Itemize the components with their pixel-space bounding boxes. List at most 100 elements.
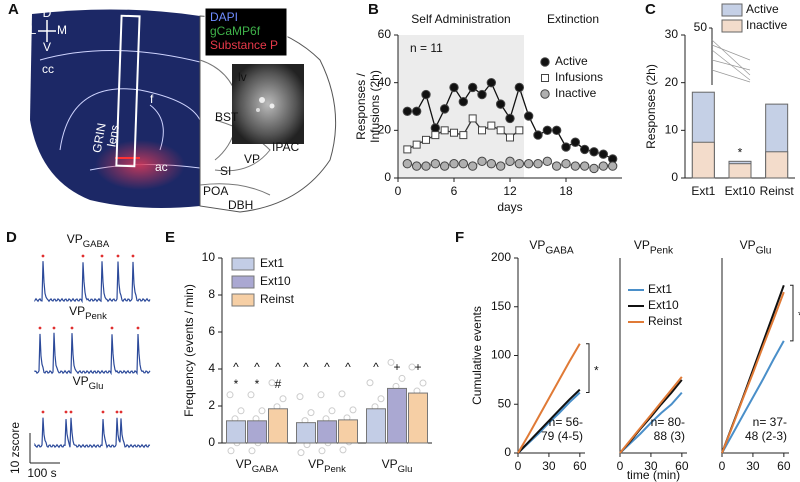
- marker: [467, 82, 478, 93]
- marker: [570, 161, 581, 171]
- significance: ^: [275, 360, 281, 374]
- bar: [765, 151, 789, 179]
- inset-line: [711, 69, 751, 83]
- marker: [487, 121, 496, 130]
- marker: [478, 126, 486, 135]
- y-tick-label: 4: [208, 361, 215, 375]
- stain-label: DAPI: [210, 10, 238, 24]
- x-tick-label: 18: [559, 184, 573, 198]
- scatter-dot: [247, 391, 255, 399]
- legend-swatch: [231, 257, 255, 271]
- legend-label: Infusions: [555, 70, 603, 84]
- event-dot: [119, 410, 123, 414]
- y-tick-label: 6: [208, 324, 215, 338]
- bar: [247, 420, 267, 444]
- legend-label: Ext1: [260, 256, 284, 270]
- y-tick-label: 0: [504, 445, 511, 459]
- bar: [226, 420, 246, 444]
- bar: [728, 163, 752, 179]
- scatter-dot: [318, 447, 326, 455]
- sig-bracket: [790, 284, 794, 342]
- marker: [459, 131, 468, 140]
- panel-label: B: [368, 1, 379, 18]
- bar: [268, 408, 288, 444]
- scatter-dot: [328, 407, 336, 415]
- x-tick-label: Ext10: [725, 184, 756, 198]
- significance: #: [275, 377, 282, 391]
- bar: [387, 387, 407, 444]
- marker: [486, 77, 497, 88]
- marker: [411, 106, 422, 116]
- y-tick-label: 150: [491, 299, 511, 313]
- scatter-dot: [226, 391, 234, 399]
- marker: [495, 161, 506, 171]
- marker: [449, 82, 459, 93]
- y-tick-label: 10: [665, 123, 679, 137]
- marker: [402, 106, 413, 116]
- legend-swatch: [231, 293, 255, 307]
- marker: [449, 159, 459, 169]
- marker: [579, 144, 590, 155]
- annotation: 48 (2-3): [745, 429, 787, 443]
- y-axis-label: Responses (2h): [644, 64, 658, 149]
- legend-label: Ext1: [648, 282, 672, 296]
- legend-label: Active: [555, 54, 588, 68]
- marker: [541, 74, 549, 82]
- significance: *: [255, 377, 260, 391]
- annotation: n= 37-: [753, 415, 787, 429]
- legend-swatch: [721, 19, 743, 33]
- event-dot: [101, 410, 105, 414]
- y-axis-label: Responses /: [354, 72, 368, 139]
- marker: [523, 159, 534, 169]
- panel-title-sub: Penk: [650, 245, 674, 256]
- x-tick-label: 60: [675, 459, 689, 473]
- y-tick-label: 2: [208, 398, 215, 412]
- y-tick-label: 40: [378, 75, 392, 89]
- phase-label: Extinction: [547, 12, 599, 26]
- y-tick-label: 50: [498, 396, 512, 410]
- marker: [561, 159, 571, 169]
- calcium-trace: [34, 332, 151, 376]
- region-label: cc: [42, 62, 54, 76]
- event-dot: [69, 410, 73, 414]
- marker: [551, 125, 562, 136]
- y-tick-label: 10: [202, 250, 216, 264]
- inset-tick-label: 50: [694, 20, 708, 34]
- x-tick-label: 30: [746, 459, 760, 473]
- region-label: ac: [155, 160, 168, 174]
- marker: [450, 128, 458, 137]
- x-tick-label-main: VP: [308, 457, 324, 471]
- marker: [431, 131, 440, 140]
- legend-label: Reinst: [260, 292, 295, 306]
- marker: [598, 161, 609, 171]
- marker: [430, 159, 441, 169]
- x-tick-label: 60: [777, 459, 791, 473]
- series-line: [517, 388, 581, 454]
- x-tick-label-sub: Penk: [324, 464, 346, 475]
- marker: [495, 99, 506, 109]
- region-label: DBH: [228, 198, 253, 212]
- x-tick-label: 12: [503, 184, 517, 198]
- panel-title-sub: GABA: [545, 245, 574, 256]
- compass-label: M: [57, 23, 67, 37]
- marker: [598, 149, 609, 159]
- marker: [514, 82, 525, 93]
- marker: [579, 161, 590, 171]
- marker: [439, 104, 450, 114]
- significance: ^: [303, 360, 309, 374]
- x-tick-label-sub: Glu: [398, 464, 413, 475]
- calcium-trace: [34, 261, 151, 304]
- region-label: BST: [215, 110, 239, 124]
- scatter-dot: [419, 379, 427, 387]
- event-dot: [116, 254, 120, 258]
- scatter-dot: [398, 374, 406, 382]
- y-tick-label: 30: [665, 27, 679, 41]
- scatter-dot: [408, 363, 416, 371]
- x-tick-label-sub: GABA: [252, 464, 279, 475]
- marker: [440, 126, 449, 135]
- event-dot: [64, 410, 68, 414]
- marker: [458, 97, 469, 107]
- inset-line: [711, 59, 751, 71]
- marker: [506, 133, 514, 142]
